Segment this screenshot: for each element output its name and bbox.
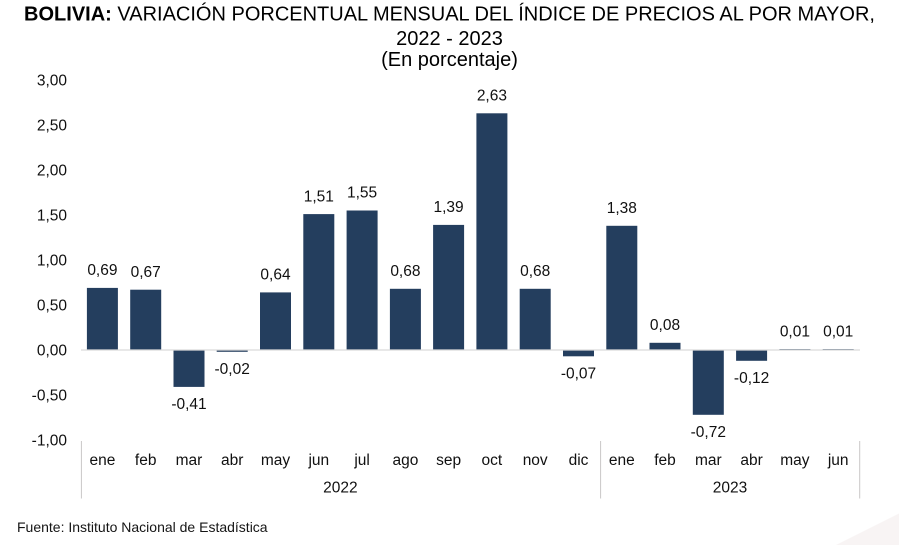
svg-text:ago: ago: [392, 452, 418, 469]
svg-text:Fuente: Instituto Nacional de: Fuente: Instituto Nacional de Estadístic…: [17, 519, 268, 535]
svg-text:0,64: 0,64: [260, 267, 291, 284]
svg-text:2022 - 2023: 2022 - 2023: [396, 28, 503, 50]
svg-text:2,50: 2,50: [37, 117, 68, 134]
svg-text:dic: dic: [569, 452, 589, 469]
svg-text:jun: jun: [307, 452, 329, 469]
svg-text:1,38: 1,38: [607, 200, 637, 217]
svg-text:jun: jun: [827, 452, 849, 469]
svg-text:0,01: 0,01: [780, 323, 810, 340]
svg-text:BOLIVIA: VARIACIÓN PORCENTUAL: BOLIVIA: VARIACIÓN PORCENTUAL MENSUAL DE…: [24, 3, 875, 26]
svg-text:0,67: 0,67: [131, 264, 161, 281]
svg-text:1,51: 1,51: [304, 188, 334, 205]
svg-text:jul: jul: [353, 452, 370, 469]
svg-text:1,00: 1,00: [37, 252, 68, 269]
svg-text:nov: nov: [523, 452, 548, 469]
svg-text:abr: abr: [740, 452, 762, 469]
svg-text:feb: feb: [654, 452, 676, 469]
svg-text:(En porcentaje): (En porcentaje): [381, 49, 518, 71]
svg-text:mar: mar: [176, 452, 203, 469]
svg-text:0,68: 0,68: [390, 263, 420, 280]
svg-text:0,69: 0,69: [87, 262, 117, 279]
svg-text:3,00: 3,00: [37, 72, 68, 89]
svg-text:feb: feb: [135, 452, 157, 469]
svg-text:-0,72: -0,72: [691, 424, 726, 441]
svg-text:abr: abr: [221, 452, 243, 469]
svg-text:-0,50: -0,50: [32, 387, 68, 404]
svg-text:0,50: 0,50: [37, 297, 68, 314]
svg-text:-0,02: -0,02: [215, 361, 250, 378]
svg-text:oct: oct: [482, 452, 503, 469]
svg-text:sep: sep: [436, 452, 461, 469]
svg-text:may: may: [780, 452, 810, 469]
svg-text:-0,41: -0,41: [171, 396, 206, 413]
svg-text:2,00: 2,00: [37, 162, 68, 179]
svg-text:may: may: [261, 452, 291, 469]
svg-text:1,50: 1,50: [37, 207, 68, 224]
svg-text:-1,00: -1,00: [32, 432, 68, 449]
svg-text:0,00: 0,00: [37, 342, 68, 359]
svg-text:0,01: 0,01: [823, 323, 853, 340]
svg-text:ene: ene: [89, 452, 115, 469]
svg-text:2022: 2022: [323, 480, 357, 497]
svg-text:0,68: 0,68: [520, 263, 550, 280]
svg-text:-0,07: -0,07: [561, 366, 596, 383]
svg-text:1,39: 1,39: [434, 199, 464, 216]
svg-text:1,55: 1,55: [347, 185, 377, 202]
svg-text:0,08: 0,08: [650, 317, 680, 334]
svg-text:mar: mar: [695, 452, 722, 469]
svg-text:-0,12: -0,12: [734, 370, 769, 387]
svg-text:2023: 2023: [713, 480, 747, 497]
svg-text:ene: ene: [609, 452, 635, 469]
svg-text:2,63: 2,63: [477, 88, 507, 105]
